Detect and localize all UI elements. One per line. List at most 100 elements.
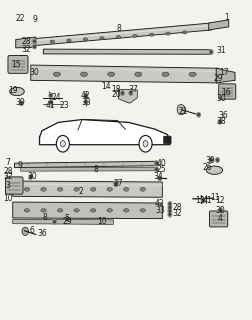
Polygon shape (13, 202, 162, 219)
Ellipse shape (50, 40, 55, 43)
Text: 32: 32 (173, 209, 182, 218)
Text: 17: 17 (219, 68, 229, 76)
Text: 7: 7 (6, 158, 11, 167)
Ellipse shape (74, 188, 79, 191)
Circle shape (155, 161, 158, 165)
Text: 12: 12 (215, 196, 225, 205)
Text: 38: 38 (216, 116, 226, 126)
Text: 8: 8 (42, 213, 47, 222)
Text: 30: 30 (215, 206, 225, 215)
Circle shape (209, 158, 213, 162)
Circle shape (130, 92, 132, 94)
Ellipse shape (57, 209, 63, 212)
Ellipse shape (140, 209, 146, 212)
Circle shape (84, 93, 88, 98)
Circle shape (210, 159, 212, 161)
Text: 19: 19 (8, 86, 18, 95)
Circle shape (156, 168, 157, 170)
FancyBboxPatch shape (209, 211, 228, 227)
Text: 8: 8 (116, 24, 121, 33)
Ellipse shape (90, 188, 96, 191)
Text: 28: 28 (21, 37, 30, 46)
Circle shape (139, 135, 152, 152)
Circle shape (168, 212, 172, 217)
Circle shape (158, 176, 162, 181)
Circle shape (60, 140, 65, 147)
Circle shape (209, 50, 213, 54)
Circle shape (33, 39, 36, 44)
Text: 10: 10 (3, 194, 13, 203)
Circle shape (20, 102, 22, 104)
Circle shape (220, 209, 222, 211)
Text: 18: 18 (111, 85, 121, 94)
Circle shape (217, 159, 218, 161)
Text: 32: 32 (3, 172, 13, 181)
Text: 4: 4 (217, 214, 223, 223)
Polygon shape (216, 68, 235, 83)
Text: 39: 39 (16, 98, 26, 107)
Circle shape (115, 182, 117, 185)
Text: 29: 29 (214, 74, 224, 83)
Text: 32: 32 (21, 44, 30, 54)
Text: 30: 30 (27, 172, 37, 181)
Circle shape (155, 167, 158, 172)
Circle shape (177, 105, 185, 115)
Ellipse shape (24, 188, 30, 191)
Text: 2: 2 (79, 187, 83, 196)
FancyBboxPatch shape (8, 55, 28, 73)
Ellipse shape (162, 72, 169, 76)
Ellipse shape (123, 188, 129, 191)
Circle shape (50, 101, 52, 103)
Ellipse shape (140, 188, 146, 191)
Ellipse shape (53, 72, 60, 76)
Ellipse shape (41, 209, 46, 212)
Circle shape (218, 120, 222, 124)
Text: 41: 41 (203, 196, 212, 205)
Circle shape (34, 45, 35, 48)
Text: 33: 33 (155, 205, 165, 214)
Circle shape (197, 113, 200, 117)
Circle shape (19, 101, 23, 106)
Text: 9: 9 (17, 161, 22, 170)
Ellipse shape (149, 33, 154, 36)
Circle shape (168, 205, 172, 210)
Polygon shape (21, 167, 157, 171)
Circle shape (22, 227, 28, 236)
Text: 40: 40 (156, 159, 166, 168)
Circle shape (33, 44, 36, 49)
Ellipse shape (74, 209, 79, 212)
Circle shape (201, 198, 205, 203)
Text: 9: 9 (32, 15, 37, 24)
Circle shape (49, 100, 53, 105)
Circle shape (168, 209, 172, 213)
Ellipse shape (81, 72, 87, 76)
Text: 20: 20 (111, 90, 121, 99)
Circle shape (30, 176, 32, 178)
Ellipse shape (135, 72, 142, 76)
Text: 23: 23 (60, 101, 69, 110)
Circle shape (202, 199, 204, 202)
Ellipse shape (83, 38, 88, 41)
Polygon shape (31, 23, 211, 46)
Text: 34: 34 (154, 172, 164, 181)
Ellipse shape (90, 209, 96, 212)
Text: 42: 42 (81, 91, 91, 100)
Circle shape (219, 121, 221, 123)
Text: 22: 22 (16, 14, 25, 23)
Polygon shape (31, 25, 211, 42)
Text: 41: 41 (46, 101, 56, 110)
Text: 29: 29 (62, 217, 72, 226)
Text: 8: 8 (93, 165, 98, 174)
Text: 15: 15 (11, 60, 21, 69)
Circle shape (168, 202, 172, 206)
Text: 36: 36 (37, 229, 47, 238)
Circle shape (169, 206, 171, 208)
Circle shape (122, 92, 123, 94)
Ellipse shape (107, 209, 112, 212)
Polygon shape (13, 181, 162, 197)
Text: 16: 16 (222, 88, 231, 97)
Text: 37: 37 (129, 85, 138, 94)
Circle shape (210, 51, 212, 53)
Ellipse shape (10, 87, 24, 96)
Circle shape (219, 208, 223, 212)
